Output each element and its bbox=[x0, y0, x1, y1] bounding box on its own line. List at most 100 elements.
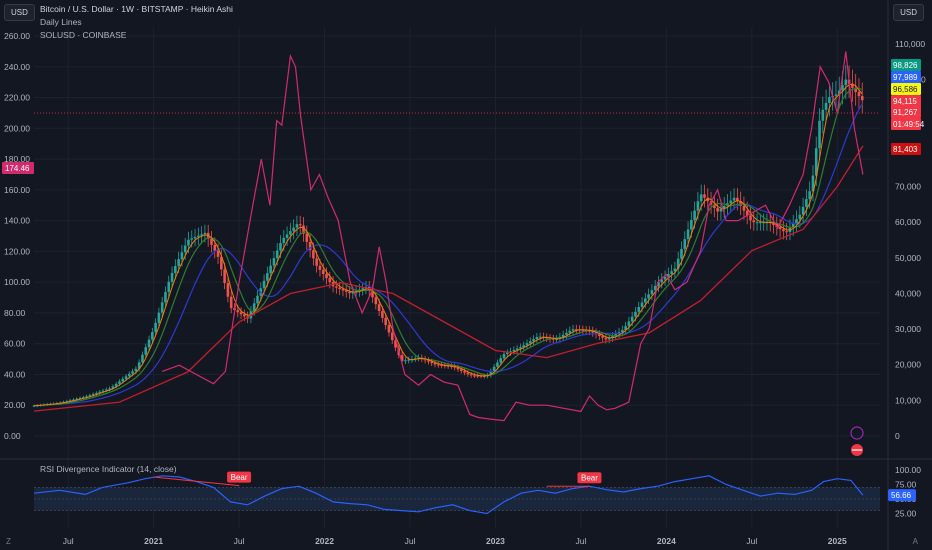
candle-body bbox=[252, 303, 256, 311]
candle-body bbox=[676, 258, 680, 269]
right-axis-tick: 30,000 bbox=[895, 324, 921, 334]
auto-scale-mark[interactable]: A bbox=[912, 537, 918, 546]
candle-body bbox=[344, 290, 348, 292]
candle-body bbox=[111, 386, 115, 389]
candle-body bbox=[808, 191, 811, 200]
left-axis-tick: 40.00 bbox=[4, 369, 26, 379]
candle-body bbox=[782, 229, 785, 232]
candle-body bbox=[197, 235, 200, 237]
candle-body bbox=[450, 366, 453, 368]
candle-body bbox=[604, 337, 608, 340]
currency-button-right[interactable]: USD bbox=[893, 4, 924, 21]
candle-body bbox=[200, 234, 203, 236]
candle-body bbox=[824, 102, 828, 110]
candle-body bbox=[312, 250, 315, 259]
candle-body bbox=[144, 347, 148, 355]
candle-body bbox=[795, 219, 798, 224]
candle-body bbox=[693, 210, 696, 221]
candle-body bbox=[361, 288, 364, 290]
candle-body bbox=[805, 199, 808, 207]
candle-body bbox=[801, 206, 805, 215]
candle-body bbox=[295, 224, 299, 228]
currency-button-left[interactable]: USD bbox=[4, 4, 35, 21]
price-badge bbox=[891, 143, 921, 155]
candle-body bbox=[778, 227, 782, 230]
candle-body bbox=[275, 250, 279, 259]
timezone-mark[interactable]: Z bbox=[6, 537, 11, 546]
candle-body bbox=[377, 304, 381, 311]
candle-body bbox=[709, 201, 713, 205]
rsi-axis-tick: 100.00 bbox=[895, 465, 921, 475]
left-axis-tick: 220.00 bbox=[4, 93, 30, 103]
ma-green-line bbox=[33, 87, 863, 407]
candle-body bbox=[828, 97, 831, 103]
candle-body bbox=[180, 252, 184, 260]
candle-body bbox=[479, 375, 483, 377]
left-axis-tick: 100.00 bbox=[4, 277, 30, 287]
candle-body bbox=[348, 291, 351, 294]
candle-body bbox=[844, 79, 848, 86]
candle-body bbox=[798, 214, 802, 220]
candle-body bbox=[256, 295, 259, 304]
candle-body bbox=[729, 200, 733, 204]
candle-body bbox=[515, 348, 519, 350]
candle-body bbox=[121, 378, 125, 382]
time-axis-tick: Jul bbox=[234, 536, 245, 546]
candle-body bbox=[325, 273, 328, 279]
sol-price-line bbox=[161, 51, 864, 422]
left-axis-tick: 260.00 bbox=[4, 31, 30, 41]
candle-body bbox=[716, 208, 719, 212]
price-badges: 98,826 97,989 96,586 94,115 91,267 01:49:54 81… bbox=[2, 59, 925, 456]
candle-body bbox=[236, 310, 240, 313]
candle-body bbox=[601, 336, 604, 338]
candle-body bbox=[131, 371, 134, 374]
candle-body bbox=[75, 398, 79, 400]
candle-body bbox=[841, 85, 844, 91]
right-axis-tick: 50,000 bbox=[895, 253, 921, 263]
candle-body bbox=[279, 243, 282, 251]
candle-body bbox=[811, 175, 815, 192]
left-axis-tick: 120.00 bbox=[4, 246, 30, 256]
time-axis-tick: Jul bbox=[63, 536, 74, 546]
ma-orange-line bbox=[33, 83, 863, 407]
candle-body bbox=[226, 283, 230, 297]
candle-body bbox=[660, 279, 664, 283]
candle-body bbox=[699, 194, 703, 202]
candle-body bbox=[387, 324, 391, 333]
candle-body bbox=[335, 286, 338, 288]
candle-body bbox=[151, 332, 154, 340]
candle-body bbox=[837, 90, 841, 95]
candle-body bbox=[174, 266, 177, 273]
candle-body bbox=[634, 311, 637, 317]
candle-body bbox=[108, 388, 111, 390]
time-axis-tick: 2024 bbox=[657, 536, 676, 546]
candle-body bbox=[400, 355, 404, 362]
candle-body bbox=[860, 96, 864, 101]
candle-body bbox=[791, 223, 795, 228]
candle-body bbox=[627, 321, 631, 327]
candle-body bbox=[857, 91, 861, 97]
price-badge bbox=[891, 83, 921, 95]
candle-body bbox=[690, 220, 693, 230]
candle-body bbox=[170, 272, 174, 282]
candle-body bbox=[272, 258, 276, 266]
right-axis-tick: 70,000 bbox=[895, 182, 921, 192]
time-axis-tick: Jul bbox=[746, 536, 757, 546]
candle-body bbox=[519, 347, 522, 349]
candle-body bbox=[502, 354, 506, 359]
candle-body bbox=[371, 290, 374, 298]
candle-body bbox=[785, 231, 788, 233]
price-badge-text: 94,115 bbox=[893, 97, 917, 106]
candle-body bbox=[114, 383, 118, 387]
candle-body bbox=[262, 280, 266, 289]
candle-body bbox=[522, 345, 526, 348]
candle-body bbox=[266, 273, 269, 281]
candle-body bbox=[282, 237, 286, 244]
candle-body bbox=[137, 362, 141, 369]
candle-body bbox=[341, 289, 345, 291]
candle-body bbox=[719, 208, 723, 212]
rsi-band bbox=[34, 487, 880, 511]
candle-body bbox=[223, 269, 226, 284]
